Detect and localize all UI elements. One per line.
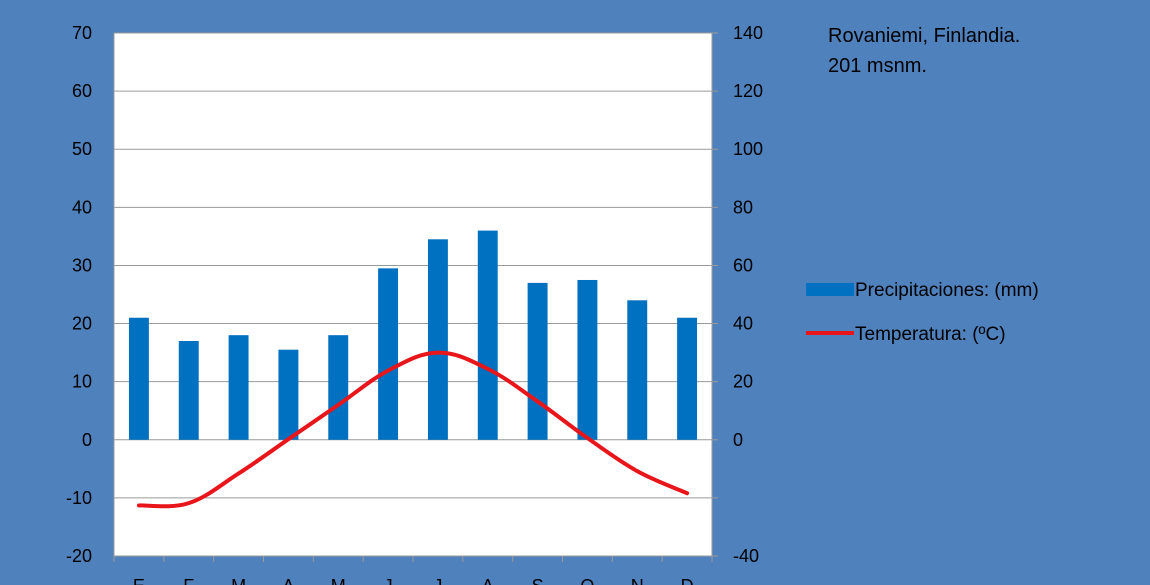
temperature-line xyxy=(136,350,690,509)
precipitation-bar xyxy=(278,349,299,440)
right-tick-label: 20 xyxy=(733,372,753,392)
chart-title-line-2: 201 msnm. xyxy=(828,55,927,77)
left-tick-label: 70 xyxy=(72,23,92,43)
left-tick-label: -20 xyxy=(66,546,92,566)
x-tick-label: O xyxy=(580,576,594,585)
x-tick-label: M xyxy=(231,576,246,585)
plot-area xyxy=(114,33,712,556)
right-tick-label: 0 xyxy=(733,430,743,450)
right-tick-label: 100 xyxy=(733,139,763,159)
right-tick-label: 80 xyxy=(733,197,753,217)
precipitation-bars xyxy=(128,230,698,440)
precipitation-bar xyxy=(128,317,149,440)
legend-temperature-label: Temperatura: (ºC) xyxy=(855,324,1006,345)
left-tick-label: 0 xyxy=(82,430,92,450)
legend-precipitation-label: Precipitaciones: (mm) xyxy=(855,280,1039,301)
x-tick-label: J xyxy=(433,576,442,585)
precipitation-bar xyxy=(627,300,648,440)
precipitation-bar xyxy=(477,230,498,440)
x-tick-label: A xyxy=(282,576,294,585)
right-tick-label: 140 xyxy=(733,23,763,43)
left-tick-label: 30 xyxy=(72,255,92,275)
precipitation-bar xyxy=(527,282,548,440)
x-tick-label: F xyxy=(183,576,194,585)
x-tick-label: S xyxy=(532,576,544,585)
left-tick-label: 60 xyxy=(72,81,92,101)
legend-precipitation-swatch xyxy=(806,283,854,296)
left-tick-label: 10 xyxy=(72,372,92,392)
right-tick-label: -40 xyxy=(733,546,759,566)
gridlines xyxy=(113,32,713,562)
precipitation-bar xyxy=(577,279,598,440)
precipitation-bar xyxy=(228,335,249,440)
temperature-series-line xyxy=(136,350,690,509)
precipitation-bar xyxy=(378,268,399,440)
right-tick-label: 40 xyxy=(733,314,753,334)
left-tick-label: 50 xyxy=(72,139,92,159)
x-axis-ticks: EFMAMJJASOND xyxy=(133,576,694,585)
x-tick-label: D xyxy=(681,576,694,585)
x-tick-label: M xyxy=(331,576,346,585)
left-tick-label: 40 xyxy=(72,197,92,217)
x-tick-label: N xyxy=(631,576,644,585)
left-tick-label: 20 xyxy=(72,314,92,334)
precipitation-bar xyxy=(328,335,349,440)
right-tick-label: 60 xyxy=(733,255,753,275)
legend: Precipitaciones: (mm) Temperatura: (ºC) xyxy=(806,280,1039,345)
right-axis-ticks: -40 0 20 40 60 80 100 120 140 xyxy=(712,23,763,566)
precipitation-bar xyxy=(677,317,698,440)
precipitation-bar xyxy=(178,340,199,440)
x-tick-label: A xyxy=(482,576,494,585)
left-tick-label: -10 xyxy=(66,488,92,508)
right-tick-label: 120 xyxy=(733,81,763,101)
x-tick-label: J xyxy=(384,576,393,585)
x-tick-label: E xyxy=(133,576,145,585)
precipitation-bar xyxy=(427,239,448,440)
left-axis-ticks: -20 -10 0 10 20 30 40 50 60 70 xyxy=(66,23,92,566)
chart-title-line-1: Rovaniemi, Finlandia. xyxy=(828,25,1020,47)
